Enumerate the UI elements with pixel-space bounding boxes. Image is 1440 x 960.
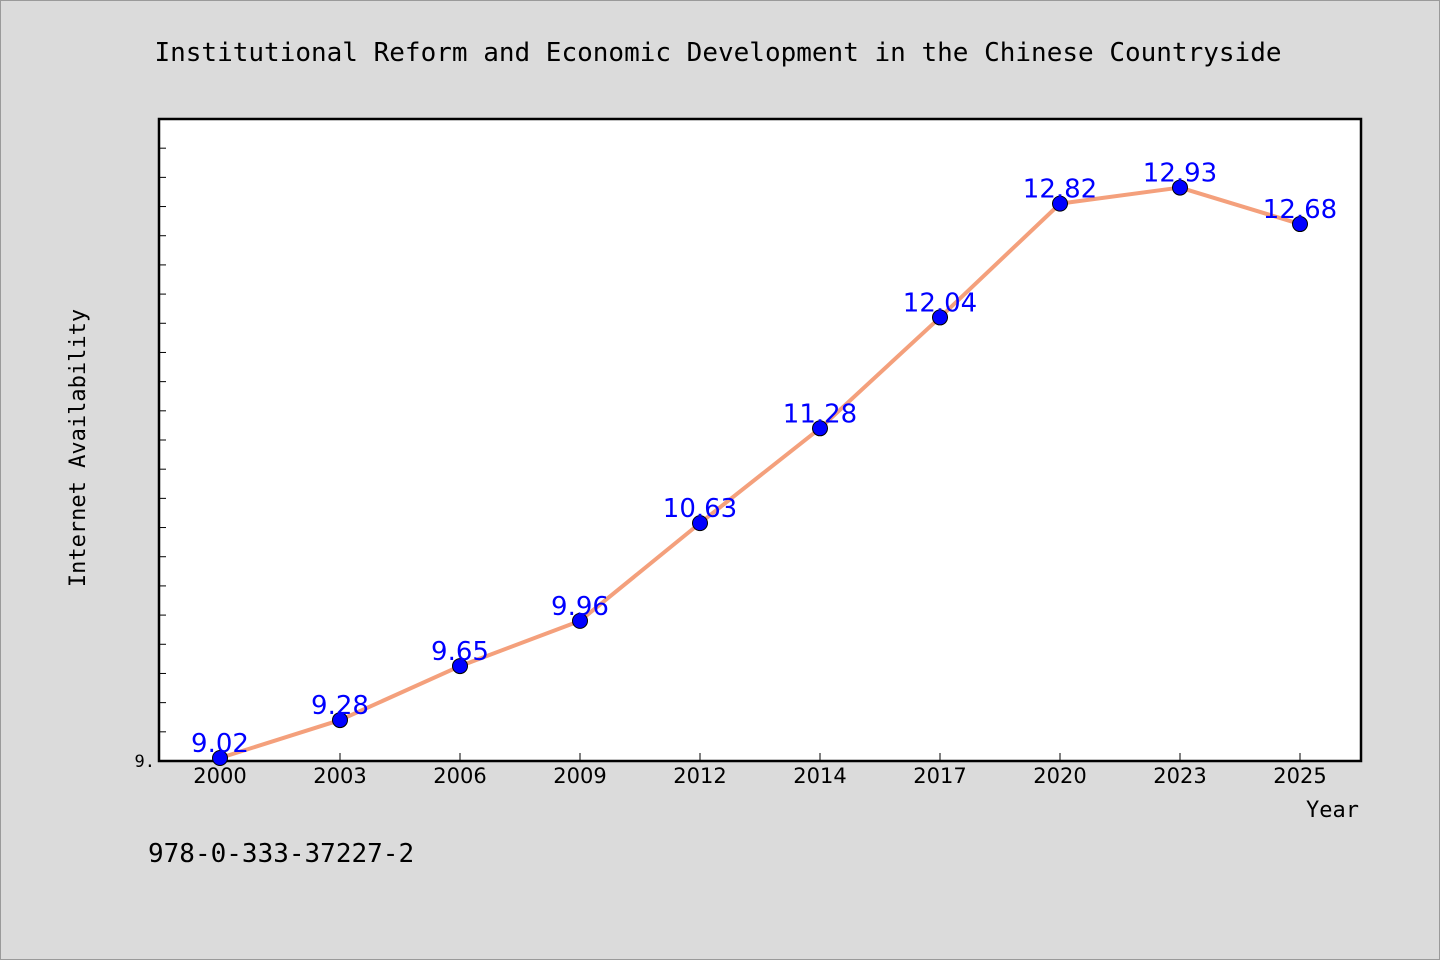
- data-point: [332, 712, 348, 729]
- isbn-footer: 978-0-333-37227-2: [148, 839, 414, 869]
- y-axis-ticks: [159, 147, 166, 733]
- data-point: [212, 750, 228, 766]
- x-tick-label: 2025: [1273, 764, 1326, 788]
- data-label: 11.28: [783, 399, 857, 429]
- data-label: 9.02: [191, 729, 249, 759]
- y-axis-label: Internet Availability: [66, 309, 91, 587]
- data-point: [452, 658, 468, 675]
- x-tick-label: 2012: [673, 764, 726, 788]
- data-labels: 9.02 9.28 9.65 9.96 10.63 11.28 12.04 12.82 12.9…: [191, 159, 1337, 759]
- data-point: [692, 515, 708, 532]
- x-tick-label: 2003: [313, 764, 366, 788]
- x-tick-label: 2020: [1033, 764, 1086, 788]
- x-axis-label: Year: [1306, 798, 1359, 823]
- data-label: 9.65: [431, 637, 489, 667]
- data-markers: [212, 179, 1308, 766]
- plot-area: [157, 117, 1363, 763]
- x-axis-tick-labels: 2000 2003 2006 2009 2012 2014 2017 2020 2023 2025: [193, 764, 1326, 788]
- data-label: 12.93: [1143, 159, 1217, 189]
- data-point: [1172, 179, 1188, 196]
- data-label: 9.28: [311, 691, 369, 721]
- data-label: 12.04: [903, 288, 977, 318]
- data-point: [1292, 216, 1308, 233]
- data-point: [572, 612, 588, 629]
- data-label: 9.96: [551, 592, 609, 622]
- x-tick-label: 2006: [433, 764, 486, 788]
- data-label: 12.68: [1263, 195, 1337, 225]
- y-axis-tick-labels: 9.: [135, 752, 155, 772]
- x-tick-label: 2009: [553, 764, 606, 788]
- y-tick-label: 9.: [135, 752, 155, 772]
- data-point: [932, 309, 948, 326]
- chart-title: Institutional Reform and Economic Develo…: [154, 38, 1281, 68]
- x-tick-label: 2000: [193, 764, 246, 788]
- series-line: [218, 185, 1302, 760]
- x-tick-label: 2023: [1153, 764, 1206, 788]
- x-tick-label: 2017: [913, 764, 966, 788]
- x-tick-label: 2014: [793, 764, 846, 788]
- series-line-group: [218, 185, 1302, 760]
- data-point: [1052, 195, 1068, 212]
- data-point: [812, 420, 828, 437]
- data-label: 12.82: [1023, 175, 1097, 205]
- data-label: 10.63: [663, 494, 737, 524]
